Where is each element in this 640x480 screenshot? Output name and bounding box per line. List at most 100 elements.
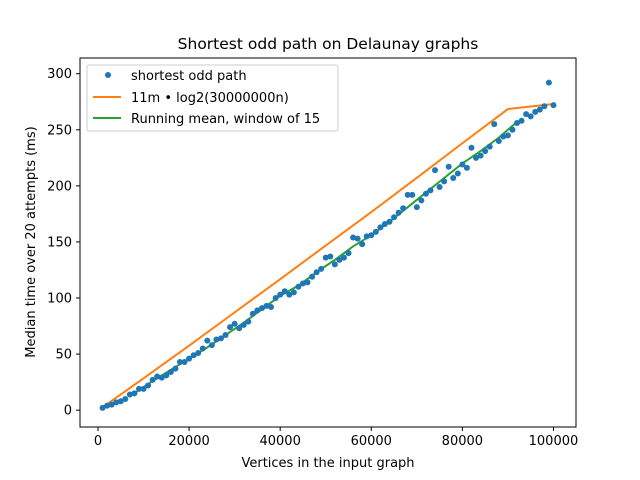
data-point bbox=[290, 289, 297, 296]
data-point bbox=[272, 295, 279, 302]
data-point bbox=[523, 111, 530, 118]
data-point bbox=[108, 401, 115, 408]
data-point bbox=[286, 291, 293, 298]
data-point bbox=[404, 191, 411, 198]
data-point bbox=[295, 283, 302, 290]
data-point bbox=[236, 325, 243, 332]
data-point bbox=[363, 233, 370, 240]
x-axis-title: Vertices in the input graph bbox=[241, 456, 414, 471]
data-point bbox=[145, 382, 152, 389]
points-layer bbox=[99, 79, 557, 411]
data-point bbox=[336, 256, 343, 263]
data-point bbox=[468, 144, 475, 151]
data-point bbox=[482, 148, 489, 155]
data-point bbox=[436, 183, 443, 190]
fit-line bbox=[101, 102, 554, 409]
data-point bbox=[536, 106, 543, 113]
data-point bbox=[477, 152, 484, 159]
data-point bbox=[258, 305, 265, 312]
data-point bbox=[204, 337, 211, 344]
data-point bbox=[350, 234, 357, 241]
legend-marker-points bbox=[105, 72, 111, 78]
data-point bbox=[340, 254, 347, 261]
data-point bbox=[532, 108, 539, 115]
data-point bbox=[154, 373, 161, 380]
data-point bbox=[545, 79, 552, 86]
data-point bbox=[172, 365, 179, 372]
data-point bbox=[167, 369, 174, 376]
y-tick-label: 0 bbox=[64, 404, 72, 419]
data-point bbox=[409, 191, 416, 198]
data-point bbox=[495, 138, 502, 144]
x-tick-label: 60000 bbox=[351, 434, 392, 449]
data-point bbox=[122, 395, 129, 402]
data-point bbox=[391, 214, 398, 221]
data-point bbox=[459, 161, 466, 168]
data-point bbox=[550, 102, 557, 109]
data-point bbox=[268, 303, 275, 310]
x-tick-label: 40000 bbox=[259, 434, 300, 449]
y-tick-label: 200 bbox=[47, 179, 72, 194]
x-tick-label: 80000 bbox=[442, 434, 483, 449]
data-point bbox=[176, 358, 183, 365]
data-point bbox=[331, 261, 338, 268]
y-tick-label: 150 bbox=[47, 235, 72, 250]
data-point bbox=[441, 178, 448, 185]
data-point bbox=[500, 133, 507, 140]
y-tick-label: 100 bbox=[47, 292, 72, 307]
data-point bbox=[186, 355, 193, 362]
data-point bbox=[313, 269, 320, 276]
plot-area: 0 20000 40000 60000 80000 100000 0 50 100 150 200 2… bbox=[47, 57, 578, 449]
data-point bbox=[131, 390, 138, 397]
data-point bbox=[113, 399, 120, 406]
data-point bbox=[368, 232, 375, 239]
x-tick-label: 0 bbox=[94, 434, 102, 449]
x-tick-label: 100000 bbox=[529, 434, 579, 449]
axis-ticks: 0 20000 40000 60000 80000 100000 0 50 100 150 200 2… bbox=[47, 67, 578, 449]
data-point bbox=[217, 335, 224, 342]
data-point bbox=[372, 228, 379, 235]
data-point bbox=[514, 120, 521, 127]
data-point bbox=[504, 132, 511, 139]
data-point bbox=[354, 235, 361, 242]
data-point bbox=[345, 250, 352, 257]
data-point bbox=[395, 209, 402, 216]
data-point bbox=[277, 291, 284, 298]
data-point bbox=[413, 204, 420, 211]
data-point bbox=[473, 154, 480, 161]
legend-label-fit: 11m • log2(30000000n) bbox=[131, 91, 289, 106]
data-point bbox=[422, 190, 429, 197]
data-point bbox=[491, 121, 498, 128]
data-point bbox=[135, 385, 142, 392]
data-point bbox=[418, 197, 425, 204]
data-point bbox=[199, 345, 206, 352]
data-point bbox=[299, 280, 306, 287]
legend-box bbox=[86, 64, 339, 132]
data-point bbox=[527, 113, 534, 120]
data-point bbox=[450, 175, 457, 182]
data-point bbox=[518, 117, 525, 124]
data-point bbox=[254, 307, 261, 314]
x-tick-label: 20000 bbox=[168, 434, 209, 449]
data-point bbox=[99, 404, 106, 411]
data-point bbox=[126, 391, 133, 398]
y-tick-label: 50 bbox=[55, 348, 72, 363]
data-point bbox=[309, 273, 316, 280]
data-point bbox=[104, 402, 111, 409]
data-point bbox=[463, 164, 470, 171]
chart-title: Shortest odd path on Delaunay graphs bbox=[178, 35, 479, 53]
data-point bbox=[454, 170, 461, 177]
data-point bbox=[181, 358, 188, 365]
data-point bbox=[149, 376, 156, 383]
data-point bbox=[304, 279, 311, 286]
data-point bbox=[327, 253, 334, 260]
data-point bbox=[445, 163, 452, 170]
fit-line-layer bbox=[101, 102, 554, 409]
data-point bbox=[381, 220, 388, 227]
legend: shortest odd path 11m • log2(30000000n) … bbox=[86, 64, 339, 132]
data-point bbox=[377, 224, 384, 231]
data-point bbox=[432, 167, 439, 174]
data-point bbox=[227, 324, 234, 331]
data-point bbox=[158, 374, 165, 381]
data-point bbox=[163, 372, 170, 379]
